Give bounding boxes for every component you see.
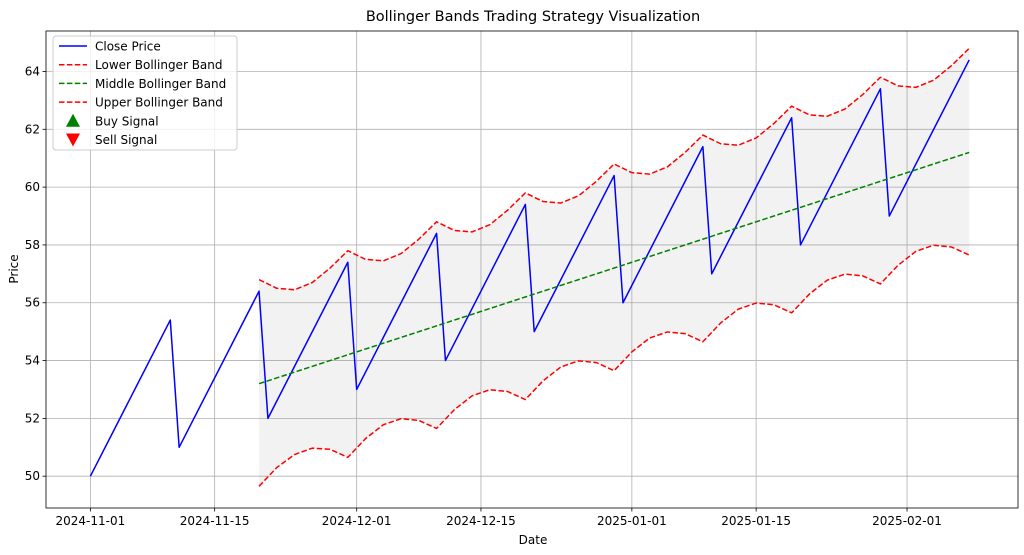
x-tick-label: 2024-11-01 [56, 514, 126, 528]
y-tick-label: 60 [25, 180, 40, 194]
x-tick-label: 2024-12-15 [446, 514, 516, 528]
legend-label-close-price: Close Price [95, 40, 161, 54]
legend-label-upper-bollinger-band: Upper Bollinger Band [95, 96, 223, 110]
y-tick-label: 52 [25, 411, 40, 425]
legend-marker-buy-signal [66, 113, 80, 127]
x-tick-label: 2024-11-15 [180, 514, 250, 528]
x-tick-label: 2025-01-01 [597, 514, 667, 528]
x-tick-label: 2025-01-15 [721, 514, 791, 528]
x-axis-label: Date [519, 533, 548, 547]
lower-band-line [258, 244, 970, 487]
y-tick-label: 56 [25, 296, 40, 310]
legend-label-buy-signal: Buy Signal [95, 114, 159, 128]
y-tick-label: 64 [25, 64, 40, 78]
y-tick-label: 50 [25, 469, 40, 483]
x-tick-label: 2025-02-01 [872, 514, 942, 528]
y-axis-label: Price [7, 254, 21, 283]
x-tick-label: 2024-12-01 [322, 514, 392, 528]
legend-marker-sell-signal [66, 133, 80, 147]
close-price-line [89, 59, 970, 477]
axes-frame [45, 30, 1019, 509]
legend-box [52, 35, 238, 151]
y-tick-label: 62 [25, 122, 40, 136]
y-tick-label: 54 [25, 354, 40, 368]
legend-label-middle-bollinger-band: Middle Bollinger Band [95, 77, 226, 91]
y-tick-label: 58 [25, 238, 40, 252]
legend-label-sell-signal: Sell Signal [95, 133, 157, 147]
middle-band-line [258, 151, 970, 385]
upper-band-line [258, 47, 970, 291]
chart-title: Bollinger Bands Trading Strategy Visuali… [366, 9, 700, 25]
legend-label-lower-bollinger-band: Lower Bollinger Band [95, 58, 223, 72]
legend: Close Price Lower Bollinger Band Middle Bo… [52, 35, 238, 151]
